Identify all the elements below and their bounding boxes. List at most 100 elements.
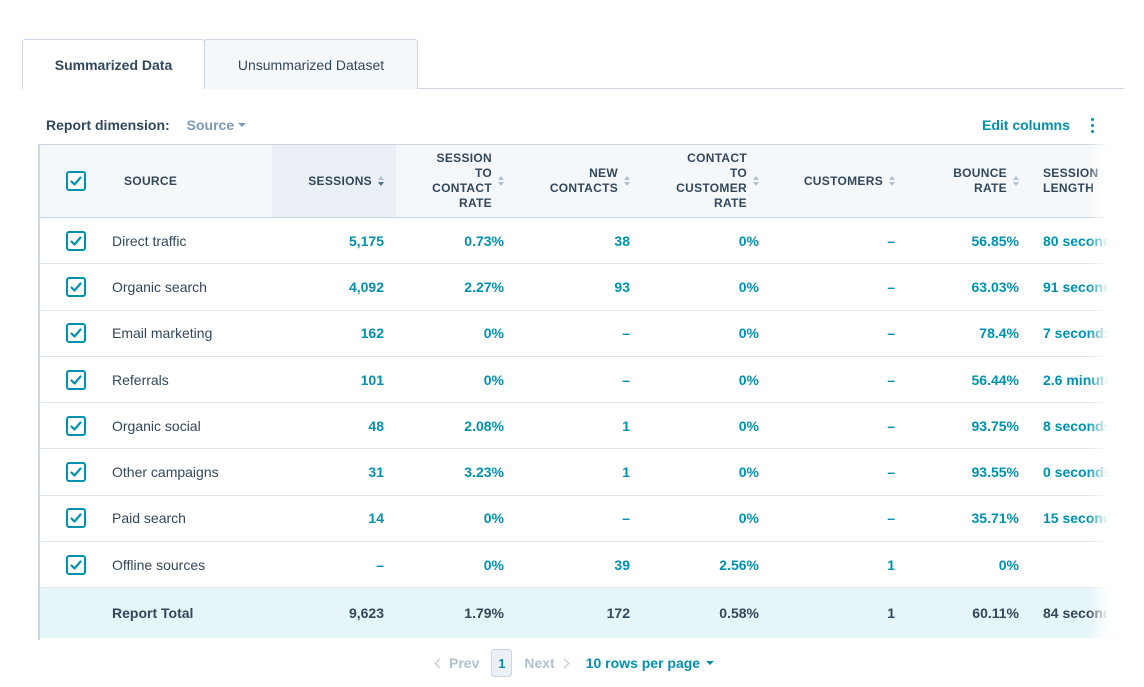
new-contacts-cell[interactable]: 1	[516, 448, 642, 496]
contact-to-customer-rate-cell[interactable]: 0%	[642, 495, 771, 543]
column-header-customers[interactable]: CUSTOMERS	[771, 144, 907, 218]
session-length-cell[interactable]: 0 seconds	[1031, 448, 1108, 496]
prev-page-button[interactable]: Prev	[432, 655, 479, 671]
sort-icon	[624, 176, 630, 186]
customers-cell[interactable]: –	[771, 263, 907, 311]
customers-cell[interactable]: –	[771, 217, 907, 265]
contact-to-customer-rate-cell[interactable]: 0%	[642, 217, 771, 265]
row-checkbox[interactable]	[66, 369, 86, 390]
row-checkbox[interactable]	[66, 554, 86, 575]
customers-cell[interactable]: 1	[771, 541, 907, 589]
sessions-cell[interactable]: 162	[272, 310, 396, 357]
row-checkbox[interactable]	[66, 415, 86, 436]
bounce-rate-cell[interactable]: 63.03%	[907, 263, 1031, 311]
session-to-contact-rate-cell[interactable]: 2.08%	[396, 402, 516, 450]
session-to-contact-rate-cell[interactable]: 3.23%	[396, 448, 516, 496]
report-dimension-row: Report dimension: Source	[46, 114, 247, 136]
table-row: Direct traffic 5,175 0.73% 38 0% –56.85% 80 se…	[40, 217, 1108, 265]
column-header-contact-to-customer-rate[interactable]: CONTACT TO CUSTOMER RATE	[642, 144, 771, 218]
column-header-session-length[interactable]: SESSION LENGTH	[1031, 144, 1108, 218]
sessions-cell[interactable]: –	[272, 541, 396, 589]
row-checkbox[interactable]	[66, 462, 86, 483]
edit-columns-button[interactable]: Edit columns	[982, 117, 1070, 133]
bounce-rate-cell[interactable]: 35.71%	[907, 495, 1031, 543]
session-length-cell[interactable]	[1031, 541, 1108, 589]
sessions-cell[interactable]: 48	[272, 402, 396, 450]
column-header-new-contacts[interactable]: NEW CONTACTS	[516, 144, 642, 218]
new-contacts-cell[interactable]: 38	[516, 217, 642, 265]
sessions-cell[interactable]: 31	[272, 448, 396, 496]
new-contacts-cell[interactable]: –	[516, 356, 642, 404]
contact-to-customer-rate-cell[interactable]: 0%	[642, 448, 771, 496]
row-checkbox-cell	[40, 541, 112, 589]
table-row: Offline sources –0% 39 2.56% 1 0%	[40, 541, 1108, 589]
total-session-to-contact-rate: 1.79%	[396, 587, 516, 638]
contact-to-customer-rate-cell[interactable]: 0%	[642, 310, 771, 357]
session-to-contact-rate-cell[interactable]: 0%	[396, 310, 516, 357]
bounce-rate-cell[interactable]: 93.75%	[907, 402, 1031, 450]
bounce-rate-cell[interactable]: 93.55%	[907, 448, 1031, 496]
total-customers: 1	[771, 587, 907, 638]
session-length-cell[interactable]: 2.6 minutes	[1031, 356, 1108, 404]
total-bounce-rate: 60.11%	[907, 587, 1031, 638]
session-to-contact-rate-cell[interactable]: 0%	[396, 495, 516, 543]
customers-cell[interactable]: –	[771, 402, 907, 450]
sessions-cell[interactable]: 101	[272, 356, 396, 404]
contact-to-customer-rate-cell[interactable]: 2.56%	[642, 541, 771, 589]
row-checkbox[interactable]	[66, 230, 86, 251]
session-length-cell[interactable]: 8 seconds	[1031, 402, 1108, 450]
session-to-contact-rate-cell[interactable]: 0.73%	[396, 217, 516, 265]
row-checkbox[interactable]	[66, 508, 86, 529]
row-checkbox-cell	[40, 356, 112, 404]
column-header-session-to-contact-rate[interactable]: SESSION TO CONTACT RATE	[396, 144, 516, 218]
rows-per-page-select[interactable]: 10 rows per page	[586, 655, 715, 671]
kebab-icon[interactable]	[1084, 114, 1100, 136]
sort-icon	[889, 176, 895, 186]
session-length-cell[interactable]: 15 seconds	[1031, 495, 1108, 543]
customers-cell[interactable]: –	[771, 356, 907, 404]
total-new-contacts: 172	[516, 587, 642, 638]
new-contacts-cell[interactable]: –	[516, 310, 642, 357]
row-checkbox[interactable]	[66, 276, 86, 297]
new-contacts-cell[interactable]: 39	[516, 541, 642, 589]
bounce-rate-cell[interactable]: 78.4%	[907, 310, 1031, 357]
report-dimension-value: Source	[186, 117, 235, 133]
new-contacts-cell[interactable]: 1	[516, 402, 642, 450]
source-cell: Email marketing	[112, 310, 272, 357]
session-length-cell[interactable]: 91 seconds	[1031, 263, 1108, 311]
bounce-rate-cell[interactable]: 56.44%	[907, 356, 1031, 404]
bounce-rate-cell[interactable]: 56.85%	[907, 217, 1031, 265]
session-length-cell[interactable]: 7 seconds	[1031, 310, 1108, 357]
new-contacts-cell[interactable]: 93	[516, 263, 642, 311]
contact-to-customer-rate-cell[interactable]: 0%	[642, 402, 771, 450]
bounce-rate-cell[interactable]: 0%	[907, 541, 1031, 589]
sort-icon	[378, 176, 384, 186]
row-checkbox-cell	[40, 310, 112, 357]
session-to-contact-rate-cell[interactable]: 2.27%	[396, 263, 516, 311]
report-tabs: Summarized Data Unsummarized Dataset	[22, 39, 1124, 89]
new-contacts-cell[interactable]: –	[516, 495, 642, 543]
sort-icon	[753, 176, 759, 186]
select-all-checkbox[interactable]	[66, 171, 86, 191]
next-page-button[interactable]: Next	[524, 655, 571, 671]
tab-summarized-data[interactable]: Summarized Data	[22, 39, 205, 89]
report-dimension-select[interactable]: Source	[186, 117, 247, 133]
contact-to-customer-rate-cell[interactable]: 0%	[642, 263, 771, 311]
column-header-sessions[interactable]: SESSIONS	[272, 144, 396, 218]
session-to-contact-rate-cell[interactable]: 0%	[396, 541, 516, 589]
column-header-bounce-rate[interactable]: BOUNCE RATE	[907, 144, 1031, 218]
column-header-source: SOURCE	[112, 144, 272, 218]
customers-cell[interactable]: –	[771, 495, 907, 543]
sessions-cell[interactable]: 5,175	[272, 217, 396, 265]
contact-to-customer-rate-cell[interactable]: 0%	[642, 356, 771, 404]
row-checkbox[interactable]	[66, 323, 86, 344]
report-total-row: Report Total 9,623 1.79% 172 0.58% 1 60.…	[40, 587, 1108, 638]
session-length-cell[interactable]: 80 seconds	[1031, 217, 1108, 265]
sessions-cell[interactable]: 14	[272, 495, 396, 543]
customers-cell[interactable]: –	[771, 310, 907, 357]
sessions-cell[interactable]: 4,092	[272, 263, 396, 311]
tab-unsummarized-dataset[interactable]: Unsummarized Dataset	[204, 39, 418, 89]
customers-cell[interactable]: –	[771, 448, 907, 496]
current-page-number[interactable]: 1	[491, 649, 513, 677]
session-to-contact-rate-cell[interactable]: 0%	[396, 356, 516, 404]
